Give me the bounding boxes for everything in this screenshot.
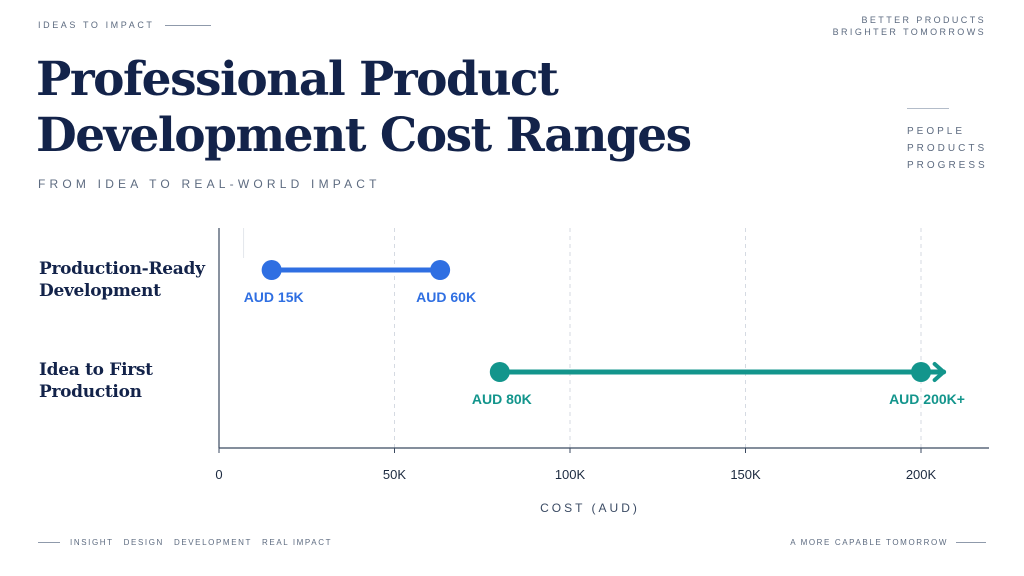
range-series: AUD 80K AUD 200K+ bbox=[472, 362, 965, 407]
footer-right: A MORE CAPABLE TOMORROW bbox=[790, 538, 986, 547]
x-tick-label: 50K bbox=[383, 467, 406, 482]
open-end-arrow bbox=[932, 362, 946, 382]
row-label-line: Production-Ready bbox=[39, 259, 205, 279]
x-tick-labels: 0 50K 100K 150K 200K bbox=[215, 448, 937, 482]
title-line: Professional Product bbox=[36, 52, 559, 107]
row-label-line: Development bbox=[39, 281, 161, 301]
x-tick-label: 150K bbox=[730, 467, 761, 482]
series-ranges: AUD 15K AUD 60K AUD 80K AUD 200K+ bbox=[244, 260, 965, 407]
row-label-production-ready: Production-Ready Development bbox=[39, 258, 205, 302]
x-tick-label: 0 bbox=[215, 467, 222, 482]
page-title: Professional Product Development Cost Ra… bbox=[36, 52, 692, 164]
range-series: AUD 15K AUD 60K bbox=[244, 260, 476, 305]
kicker-text: IDEAS TO IMPACT bbox=[38, 20, 155, 30]
row-label-line: Production bbox=[39, 382, 142, 402]
range-start-label: AUD 15K bbox=[244, 289, 304, 305]
side-word: PRODUCTS bbox=[907, 143, 988, 154]
range-start-label: AUD 80K bbox=[472, 391, 532, 407]
row-label-line: Idea to First bbox=[39, 360, 153, 380]
x-axis-label: COST (AUD) bbox=[540, 501, 640, 515]
side-word: PEOPLE bbox=[907, 126, 966, 137]
footer-left-rule bbox=[38, 542, 60, 543]
range-end-label: AUD 60K bbox=[416, 289, 476, 305]
footer-right-text: A MORE CAPABLE TOMORROW bbox=[790, 538, 948, 547]
range-end-label: AUD 200K+ bbox=[889, 391, 965, 407]
footer-item: INSIGHT bbox=[70, 538, 114, 547]
subtitle: FROM IDEA TO REAL-WORLD IMPACT bbox=[38, 177, 381, 191]
footer-right-rule bbox=[956, 542, 986, 543]
tagline-line: BRIGHTER TOMORROWS bbox=[832, 27, 986, 37]
tagline: BETTER PRODUCTS BRIGHTER TOMORROWS bbox=[833, 14, 986, 38]
side-rule bbox=[907, 108, 949, 109]
range-end-point bbox=[430, 260, 451, 280]
row-label-idea-to-first: Idea to First Production bbox=[39, 359, 153, 403]
tagline-line: BETTER PRODUCTS bbox=[861, 15, 986, 25]
side-word: PROGRESS bbox=[907, 160, 988, 171]
side-words: PEOPLE PRODUCTS PROGRESS bbox=[907, 108, 997, 174]
axes bbox=[218, 228, 989, 449]
range-start-point bbox=[489, 362, 510, 382]
footer-item: DESIGN bbox=[123, 538, 164, 547]
range-start-point bbox=[261, 260, 282, 280]
kicker: IDEAS TO IMPACT bbox=[38, 20, 211, 30]
kicker-rule bbox=[164, 24, 211, 26]
x-tick-label: 100K bbox=[555, 467, 586, 482]
footer-item: DEVELOPMENT bbox=[173, 538, 252, 547]
x-tick-label: 200K bbox=[906, 467, 937, 482]
footer-left: INSIGHT DESIGN DEVELOPMENT REAL IMPACT bbox=[38, 538, 342, 547]
range-end-point bbox=[911, 362, 931, 382]
title-line: Development Cost Ranges bbox=[36, 108, 692, 163]
grid-lines bbox=[243, 228, 922, 448]
footer-item: REAL IMPACT bbox=[262, 538, 333, 547]
